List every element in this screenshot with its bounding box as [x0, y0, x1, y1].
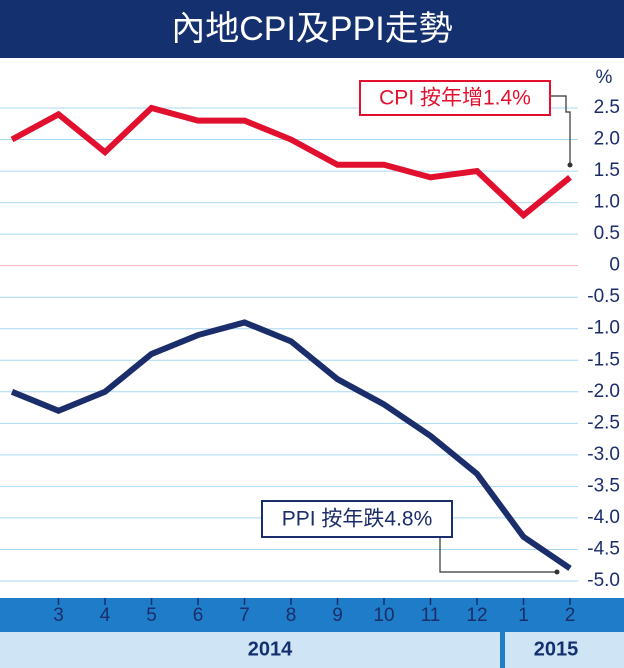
annotation-box [359, 80, 551, 116]
annotation: PPI 按年跌4.8% [282, 508, 433, 531]
y-tick-label: -1.5 [587, 349, 620, 370]
year-label: 2014 [248, 638, 293, 660]
title-banner [0, 0, 624, 58]
annotation: CPI 按年增1.4% [379, 87, 531, 110]
leader-dot [567, 162, 573, 168]
y-tick-label: -4.0 [587, 507, 620, 528]
y-tick-label: 2.5 [594, 97, 620, 118]
x-tick-label: 5 [146, 605, 157, 626]
x-tick-label: 12 [466, 605, 487, 626]
x-tick-label: 8 [286, 605, 297, 626]
y-tick-label: -3.5 [587, 475, 620, 496]
series-line [10, 319, 572, 571]
year-band [0, 632, 624, 668]
y-tick-label: -3.0 [587, 444, 620, 465]
chart-title: 內地CPI及PPI走勢 [171, 10, 452, 48]
y-tick-label: -2.0 [587, 381, 620, 402]
leader-dot [554, 569, 560, 575]
x-tick-label: 9 [332, 605, 343, 626]
x-tick-label: 10 [373, 605, 394, 626]
leader-line [439, 537, 556, 573]
year-separator [500, 632, 505, 668]
y-unit: % [596, 67, 613, 88]
y-tick-label: -5.0 [587, 570, 620, 591]
leader-line [550, 95, 571, 164]
x-tick-label: 3 [53, 605, 64, 626]
y-tick-label: 0.5 [594, 223, 620, 244]
y-tick-label: 0 [609, 255, 620, 276]
x-tick-label: 4 [100, 605, 111, 626]
x-tick-label: 6 [193, 605, 204, 626]
annotation-box [261, 500, 453, 538]
x-tick-label: 7 [239, 605, 250, 626]
series-line [10, 104, 572, 220]
y-tick-label: -1.0 [587, 318, 620, 339]
y-tick-label: 1.0 [594, 192, 620, 213]
x-tick-label: 1 [518, 605, 529, 626]
y-tick-label: 1.5 [594, 160, 620, 181]
x-tick-label: 2 [565, 605, 576, 626]
y-tick-label: 2.0 [594, 129, 620, 150]
y-tick-label: -2.5 [587, 412, 620, 433]
x-axis-band [0, 598, 624, 632]
year-label: 2015 [534, 638, 579, 660]
x-tick-label: 11 [421, 605, 441, 626]
y-tick-label: -0.5 [587, 286, 620, 307]
y-tick-label: -4.5 [587, 538, 620, 559]
